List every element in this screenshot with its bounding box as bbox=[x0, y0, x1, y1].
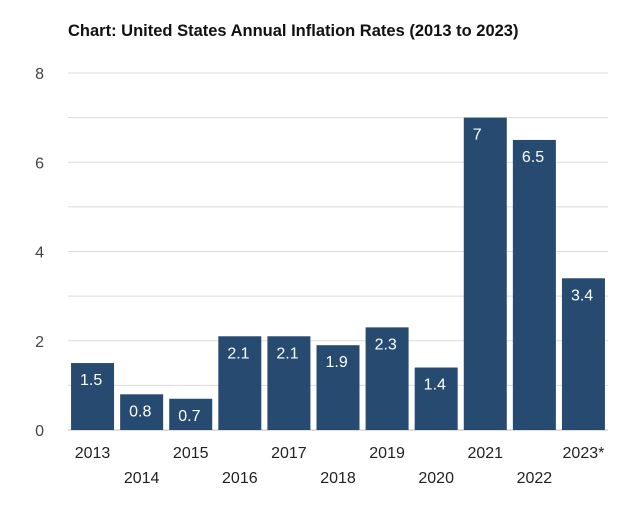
bar-2020 bbox=[414, 367, 458, 430]
data-label: 2.3 bbox=[375, 336, 397, 353]
bar-2017 bbox=[267, 336, 311, 430]
data-label: 0.8 bbox=[129, 403, 151, 420]
bar-2015 bbox=[169, 398, 213, 430]
chart-title: Chart: United States Annual Inflation Ra… bbox=[68, 22, 519, 40]
x-tick-label: 2021 bbox=[467, 445, 503, 462]
y-tick-label: 4 bbox=[35, 245, 44, 262]
data-label: 1.9 bbox=[326, 354, 348, 371]
bar-2021 bbox=[463, 117, 507, 430]
x-tick-label: 2013 bbox=[75, 445, 111, 462]
data-label: 2.1 bbox=[276, 345, 298, 362]
y-tick-label: 2 bbox=[35, 334, 44, 351]
bar-2014 bbox=[120, 394, 164, 430]
bar-2019 bbox=[365, 327, 409, 430]
y-tick-label: 6 bbox=[35, 155, 44, 172]
y-tick-label: 0 bbox=[35, 423, 44, 440]
x-tick-label: 2014 bbox=[124, 470, 160, 487]
data-label: 6.5 bbox=[522, 149, 544, 166]
x-tick-label: 2016 bbox=[222, 470, 258, 487]
x-tick-label: 2023* bbox=[563, 445, 605, 462]
bar-2018 bbox=[316, 345, 360, 430]
x-tick-label: 2018 bbox=[320, 470, 356, 487]
bar-2013 bbox=[71, 363, 115, 430]
data-label: 7 bbox=[473, 127, 482, 144]
x-axis-ticks: 2013 2014 2015 2016 2017 2018 2019 2020 2021 2022… bbox=[75, 445, 605, 487]
data-labels: 1.5 0.8 0.7 2.1 2.1 1.9 2.3 1.4 7 6.5 3.4 bbox=[80, 127, 593, 425]
x-tick-label: 2015 bbox=[173, 445, 209, 462]
data-label: 1.5 bbox=[80, 372, 102, 389]
bar-2023 bbox=[561, 278, 605, 430]
bar-2022 bbox=[512, 139, 556, 430]
y-axis-ticks: 0 2 4 6 8 bbox=[35, 66, 44, 440]
bar-2016 bbox=[218, 336, 262, 430]
x-tick-label: 2017 bbox=[271, 445, 307, 462]
x-tick-label: 2020 bbox=[418, 470, 454, 487]
bars bbox=[71, 117, 605, 430]
x-tick-label: 2022 bbox=[517, 470, 553, 487]
y-tick-label: 8 bbox=[35, 66, 44, 83]
data-label: 0.7 bbox=[178, 408, 200, 425]
data-label: 3.4 bbox=[571, 287, 593, 304]
data-label: 1.4 bbox=[424, 377, 446, 394]
x-tick-label: 2019 bbox=[369, 445, 405, 462]
data-label: 2.1 bbox=[227, 345, 249, 362]
